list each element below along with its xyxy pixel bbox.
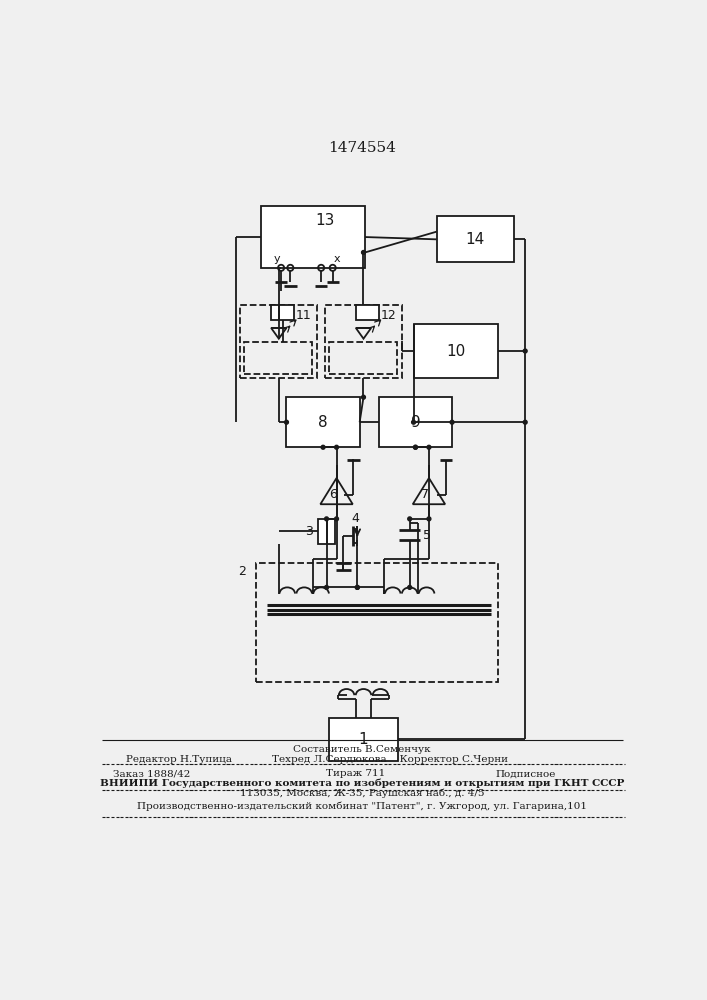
Text: 113035, Москва, Ж-35, Раушская наб., д. 4/5: 113035, Москва, Ж-35, Раушская наб., д. … bbox=[240, 788, 484, 798]
Bar bbox=[414, 324, 498, 378]
Bar bbox=[318, 519, 335, 544]
Text: у: у bbox=[274, 254, 281, 264]
Circle shape bbox=[321, 445, 325, 449]
Text: ВНИИПИ Государственного комитета по изобретениям и открытиям при ГКНТ СССР: ВНИИПИ Государственного комитета по изоб… bbox=[100, 779, 624, 788]
Circle shape bbox=[334, 445, 339, 449]
Text: Тираж 711: Тираж 711 bbox=[326, 769, 385, 778]
Circle shape bbox=[334, 517, 339, 521]
Circle shape bbox=[361, 251, 366, 254]
Circle shape bbox=[414, 445, 417, 449]
Text: Техред Л.Сердюкова    Корректор С.Черни: Техред Л.Сердюкова Корректор С.Черни bbox=[272, 755, 508, 764]
Bar bbox=[240, 305, 317, 378]
Text: 1: 1 bbox=[358, 732, 368, 747]
Text: х: х bbox=[333, 254, 340, 264]
Text: 2: 2 bbox=[238, 565, 247, 578]
Text: 14: 14 bbox=[465, 232, 485, 247]
Bar bbox=[379, 397, 452, 447]
Text: 3: 3 bbox=[305, 525, 312, 538]
Bar bbox=[356, 305, 379, 320]
Text: Составитель В.Семенчук: Составитель В.Семенчук bbox=[293, 745, 431, 754]
Text: 12: 12 bbox=[380, 309, 396, 322]
Circle shape bbox=[427, 517, 431, 521]
Text: 9: 9 bbox=[411, 415, 421, 430]
Circle shape bbox=[408, 585, 411, 589]
Text: 11: 11 bbox=[296, 309, 311, 322]
Circle shape bbox=[408, 517, 411, 521]
Text: 7: 7 bbox=[421, 488, 429, 501]
Circle shape bbox=[450, 420, 454, 424]
Circle shape bbox=[284, 420, 288, 424]
Circle shape bbox=[411, 420, 416, 424]
Bar bbox=[437, 216, 514, 262]
Bar bbox=[329, 718, 398, 761]
Text: 4: 4 bbox=[352, 512, 360, 525]
Bar bbox=[244, 342, 312, 374]
Text: Производственно-издательский комбинат "Патент", г. Ужгород, ул. Гагарина,101: Производственно-издательский комбинат "П… bbox=[137, 801, 587, 811]
Circle shape bbox=[414, 445, 417, 449]
Text: Редактор Н.Тупица: Редактор Н.Тупица bbox=[126, 755, 232, 764]
Text: 1474554: 1474554 bbox=[328, 141, 396, 155]
Bar bbox=[261, 206, 365, 268]
Bar bbox=[271, 305, 294, 320]
Text: 10: 10 bbox=[446, 344, 465, 359]
Bar bbox=[325, 305, 402, 378]
Text: 13: 13 bbox=[315, 213, 334, 228]
Circle shape bbox=[356, 585, 359, 589]
Circle shape bbox=[356, 585, 359, 589]
Text: Подписное: Подписное bbox=[495, 769, 556, 778]
Bar bbox=[256, 563, 498, 682]
Circle shape bbox=[523, 349, 527, 353]
Circle shape bbox=[361, 395, 366, 399]
Circle shape bbox=[523, 420, 527, 424]
Bar bbox=[329, 342, 397, 374]
Text: Заказ 1888/42: Заказ 1888/42 bbox=[113, 769, 190, 778]
Circle shape bbox=[325, 585, 329, 589]
Circle shape bbox=[427, 445, 431, 449]
Text: 8: 8 bbox=[318, 415, 328, 430]
Circle shape bbox=[325, 517, 329, 521]
Bar bbox=[286, 397, 360, 447]
Text: 6: 6 bbox=[329, 488, 337, 501]
Text: 5: 5 bbox=[423, 529, 431, 542]
